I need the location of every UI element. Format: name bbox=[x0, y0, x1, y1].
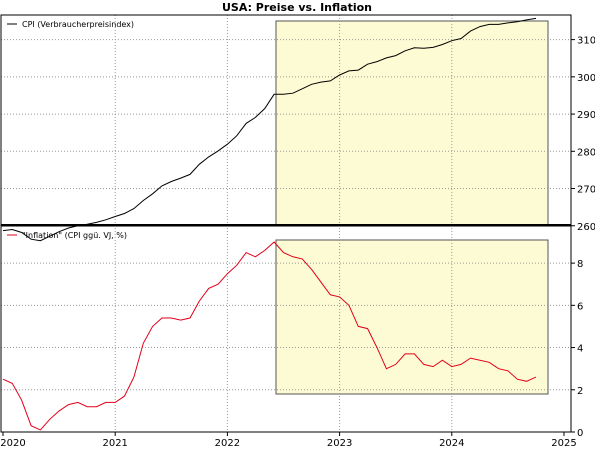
inflation-y-tick-label: 4 bbox=[577, 344, 583, 355]
x-tick-label: 2021 bbox=[102, 438, 127, 449]
inflation-y-tick-label: 6 bbox=[577, 301, 583, 312]
x-tick-label: 2020 bbox=[0, 438, 25, 449]
cpi-y-tick-label: 260 bbox=[577, 222, 595, 233]
cpi-y-tick-label: 310 bbox=[577, 36, 595, 47]
cpi-y-tick-label: 280 bbox=[577, 147, 595, 158]
cpi-legend-label: CPI (Verbraucherpreisindex) bbox=[22, 20, 134, 29]
cpi-y-tick-label: 270 bbox=[577, 185, 595, 196]
x-tick-label: 2024 bbox=[439, 438, 464, 449]
highlight-box-inflation bbox=[275, 239, 549, 395]
cpi-y-tick-label: 290 bbox=[577, 110, 595, 121]
inflation-y-tick-label: 0 bbox=[577, 428, 583, 439]
inflation-y-tick-label: 2 bbox=[577, 386, 583, 397]
x-tick-label: 2022 bbox=[215, 438, 240, 449]
x-tick-label: 2023 bbox=[327, 438, 352, 449]
cpi-series-line bbox=[2, 17, 537, 242]
legend-layer: CPI (Verbraucherpreisindex) "Inflation" (… bbox=[7, 20, 134, 240]
frame-layer bbox=[0, 14, 572, 433]
series-layer bbox=[2, 17, 537, 431]
chart-title: USA: Preise vs. Inflation bbox=[222, 1, 372, 14]
inflation-legend-label: "Inflation" (CPI ggü. VJ, %) bbox=[22, 231, 127, 240]
cpi-y-tick-label: 300 bbox=[577, 73, 595, 84]
x-tick-label: 2025 bbox=[551, 438, 576, 449]
inflation-series-line bbox=[2, 241, 537, 431]
axis-layer: 2020 2021 2022 2023 2024 20252602702802903003… bbox=[0, 36, 595, 449]
highlight-box-cpi bbox=[275, 20, 549, 227]
inflation-y-tick-label: 8 bbox=[577, 259, 583, 270]
highlight-layer bbox=[275, 20, 549, 395]
